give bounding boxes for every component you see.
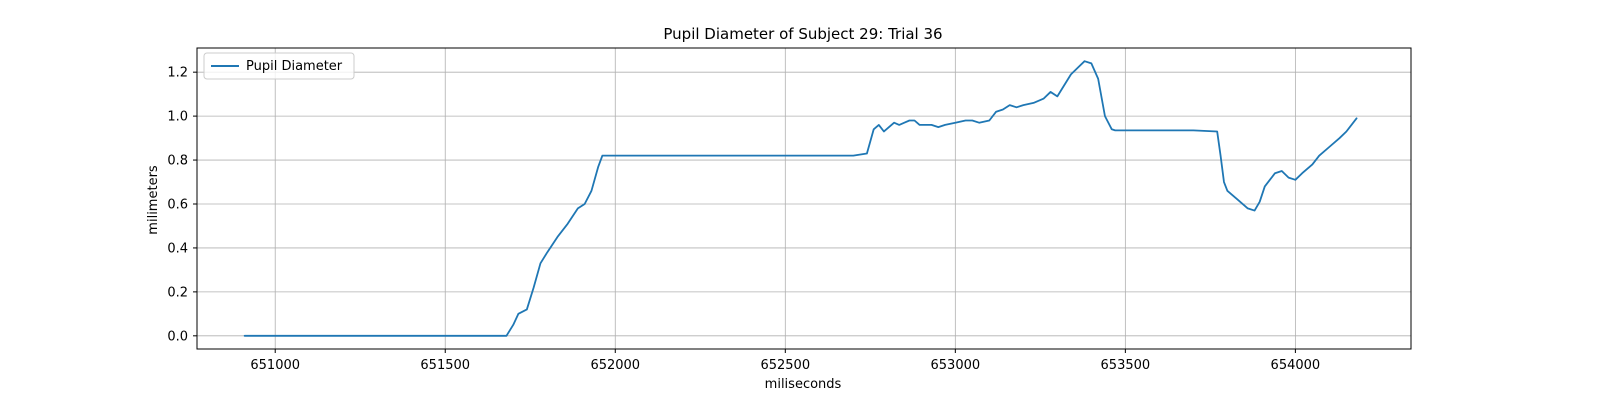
x-tick-label: 654000 — [1271, 358, 1321, 373]
y-tick-label: 0.4 — [167, 241, 188, 256]
y-tick-label: 0.2 — [167, 285, 188, 300]
x-tick-label: 653500 — [1101, 358, 1151, 373]
axes-frame — [196, 47, 1412, 350]
chart-title: Pupil Diameter of Subject 29: Trial 36 — [663, 25, 942, 43]
y-tick-label: 1.0 — [167, 110, 188, 125]
y-tick-label: 1.2 — [167, 66, 188, 81]
x-tick-label: 652500 — [760, 358, 810, 373]
y-tick-label: 0.6 — [167, 197, 188, 212]
x-tick-label: 651500 — [420, 358, 470, 373]
x-tick-label: 651000 — [250, 358, 300, 373]
x-axis-label: miliseconds — [765, 377, 842, 392]
legend-box — [203, 52, 355, 80]
y-tick-label: 0.8 — [167, 154, 188, 169]
x-axis-ticks: 651000 651500 652000 652500 653000 653500 6540… — [250, 349, 1320, 373]
series-layer — [243, 60, 1358, 337]
y-tick-label: 0.0 — [167, 329, 188, 344]
x-tick-label: 653000 — [931, 358, 981, 373]
series-line-pupil-diameter — [243, 60, 1358, 337]
x-tick-label: 652000 — [590, 358, 640, 373]
legend-label-pupil-diameter: Pupil Diameter — [246, 59, 343, 74]
legend: Pupil Diameter — [203, 52, 355, 80]
y-axis-label: milimeters — [146, 165, 161, 235]
plot-area: 651000 651500 652000 652500 653000 653500 6540… — [167, 47, 1412, 373]
y-axis-ticks: 0.0 0.2 0.4 0.6 0.8 1.0 1.2 — [167, 66, 197, 344]
